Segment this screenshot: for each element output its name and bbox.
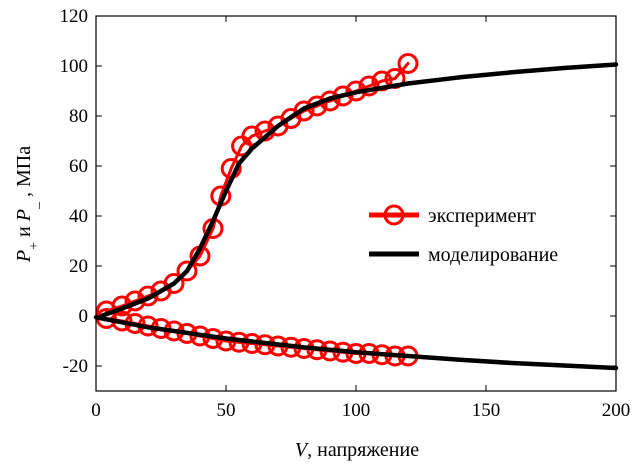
y-label-and: и [13, 221, 35, 242]
y-tick-label: 60 [69, 156, 88, 177]
legend: эксперимент моделирование [369, 204, 558, 266]
experiment-marker [358, 75, 380, 97]
x-tick-label: 50 [217, 400, 236, 421]
experiment-marker [137, 285, 159, 307]
y-axis-label: P+ и P_ , МПа [13, 146, 42, 263]
x-tick-label: 150 [472, 400, 501, 421]
model-line-upper [98, 62, 619, 319]
experiment-marker [397, 53, 419, 74]
x-tick-label: 0 [91, 400, 101, 421]
experiment-line-upper [104, 62, 410, 313]
y-tick-label: 100 [60, 56, 89, 77]
y-label-sub-minus: _ [27, 201, 42, 210]
y-tick-label: 20 [69, 256, 88, 277]
y-label-sub-plus: + [27, 242, 42, 250]
legend-label-experiment: эксперимент [428, 205, 536, 227]
legend-label-model: моделирование [428, 244, 558, 266]
x-axis-label-text: , напряжение [307, 439, 419, 461]
experiment-marker [176, 260, 198, 282]
y-label-units: , МПа [13, 146, 35, 202]
y-tick-label: 40 [69, 206, 88, 227]
y-tick-label: 120 [60, 6, 89, 27]
y-tick-label: 80 [69, 106, 88, 127]
y-tick-label: -20 [63, 356, 88, 377]
y-tick-label: 0 [79, 306, 89, 327]
x-axis-label-variable: V [295, 439, 310, 461]
y-label-p-plus: P [13, 250, 35, 263]
axis-ticks: 0 50 100 150 200 -20 0 20 40 60 80 100 120 [60, 6, 631, 421]
y-label-p-minus: P [13, 209, 35, 222]
legend-marker-experiment [383, 204, 405, 226]
model-line-lower [93, 315, 619, 371]
experiment-marker [163, 273, 185, 294]
x-tick-label: 100 [342, 400, 371, 421]
x-tick-label: 200 [602, 400, 631, 421]
series-layer [93, 53, 619, 371]
experiment-marker [293, 100, 315, 122]
x-axis-label: V, напряжение [295, 439, 419, 461]
experiment-marker [241, 125, 263, 147]
